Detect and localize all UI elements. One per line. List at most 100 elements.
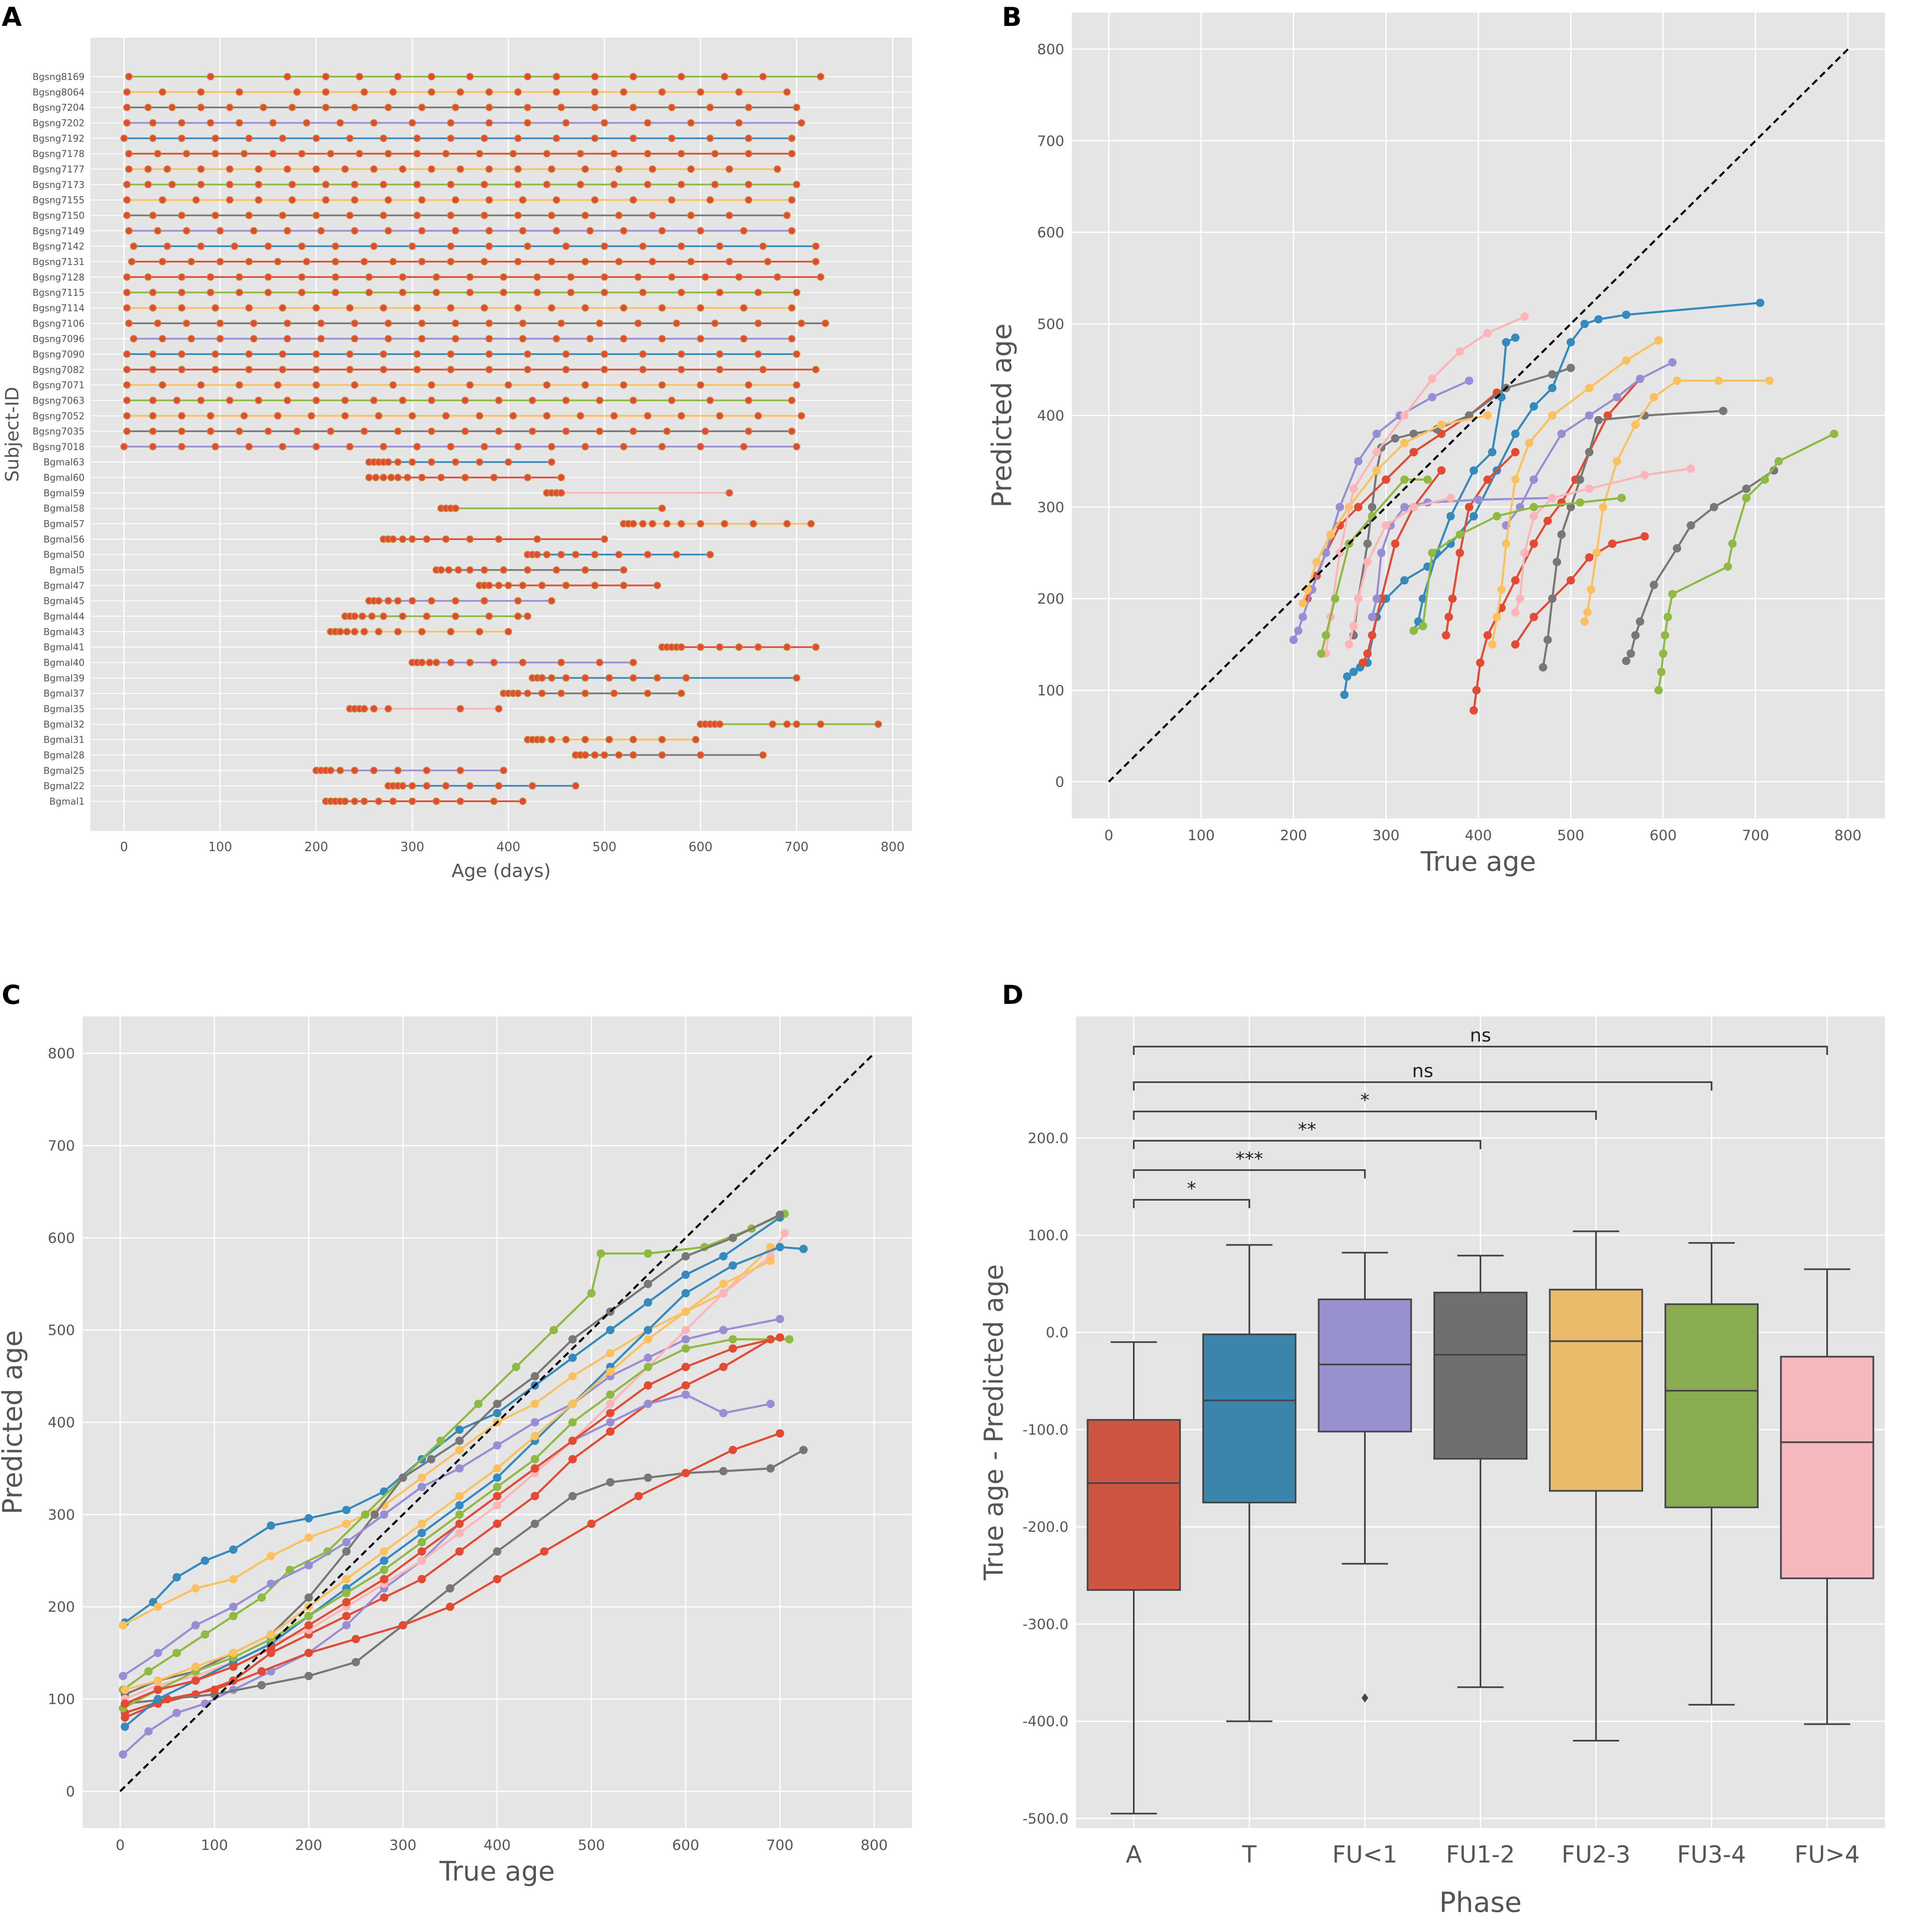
visit-point bbox=[408, 412, 416, 420]
x-tick-label: 100 bbox=[201, 1837, 228, 1854]
series-point bbox=[1359, 659, 1367, 667]
visit-point bbox=[149, 427, 157, 435]
visit-point bbox=[514, 257, 522, 265]
visit-point bbox=[476, 412, 484, 420]
series-point bbox=[493, 1464, 502, 1473]
visit-point bbox=[379, 365, 387, 373]
series-point bbox=[1663, 612, 1672, 621]
y-tick-label: Bgsng7106 bbox=[33, 319, 85, 329]
series-point bbox=[1298, 612, 1307, 621]
significance-label: * bbox=[1360, 1090, 1370, 1111]
visit-point bbox=[255, 396, 263, 404]
visit-point bbox=[485, 196, 493, 204]
visit-point bbox=[379, 134, 387, 142]
visit-point bbox=[125, 227, 133, 235]
visit-point bbox=[379, 473, 387, 481]
visit-point bbox=[817, 720, 824, 728]
visit-point bbox=[668, 103, 676, 111]
visit-point bbox=[687, 257, 695, 265]
visit-point bbox=[639, 520, 647, 528]
visit-point bbox=[123, 350, 131, 358]
series-point bbox=[380, 1510, 389, 1519]
series-point bbox=[493, 1575, 502, 1584]
visit-point bbox=[706, 103, 714, 111]
series-point bbox=[644, 1279, 652, 1288]
series-point bbox=[172, 1573, 181, 1582]
visit-point bbox=[447, 304, 455, 312]
y-tick-label: 800 bbox=[48, 1045, 75, 1062]
visit-point bbox=[245, 350, 253, 358]
visit-point bbox=[754, 350, 762, 358]
series-point bbox=[493, 1409, 502, 1417]
y-axis-label: True age - Predicted age bbox=[978, 1264, 1009, 1581]
visit-point bbox=[668, 134, 676, 142]
visit-point bbox=[413, 180, 421, 188]
x-tick-label: 400 bbox=[497, 840, 520, 854]
y-tick-label: Bgsng7149 bbox=[33, 226, 85, 237]
series-point bbox=[1372, 466, 1381, 475]
y-tick-label: Bgmal57 bbox=[44, 519, 85, 530]
visit-point bbox=[250, 227, 258, 235]
y-tick-label: 200.0 bbox=[1028, 1130, 1068, 1147]
visit-point bbox=[379, 211, 387, 219]
visit-point bbox=[519, 335, 527, 343]
visit-point bbox=[211, 134, 219, 142]
series-point bbox=[229, 1612, 238, 1621]
series-point bbox=[1368, 503, 1377, 512]
series-point bbox=[1400, 475, 1409, 484]
visit-point bbox=[499, 288, 507, 296]
x-tick-label: 600 bbox=[672, 1837, 699, 1854]
visit-point bbox=[524, 119, 532, 127]
box bbox=[1664, 1303, 1759, 1508]
visit-point bbox=[159, 196, 167, 204]
series-point bbox=[1354, 594, 1363, 603]
visit-point bbox=[178, 442, 185, 450]
visit-point bbox=[235, 88, 243, 96]
visit-point bbox=[759, 365, 767, 373]
visit-point bbox=[461, 427, 469, 435]
visit-point bbox=[216, 257, 224, 265]
visit-point bbox=[351, 797, 359, 805]
visit-point bbox=[524, 365, 532, 373]
visit-point bbox=[677, 150, 685, 158]
visit-point bbox=[572, 551, 579, 558]
visit-point bbox=[505, 458, 512, 466]
visit-point bbox=[298, 288, 306, 296]
x-tick-label: 700 bbox=[766, 1837, 793, 1854]
series-point bbox=[1622, 310, 1631, 319]
visit-point bbox=[672, 551, 680, 558]
visit-point bbox=[629, 134, 637, 142]
visit-point bbox=[123, 103, 131, 111]
panel-c-prediction-chart: 0 100 200 300 400 500 600 700 800 0 100 200 300 400 50… bbox=[0, 1016, 912, 1887]
series-point bbox=[530, 1492, 539, 1500]
series-line bbox=[122, 1338, 790, 1709]
visit-point bbox=[389, 88, 397, 96]
significance-label: ** bbox=[1298, 1119, 1316, 1140]
visit-point bbox=[274, 257, 282, 265]
y-tick-label: -500.0 bbox=[1022, 1811, 1068, 1827]
visit-point bbox=[343, 628, 351, 635]
visit-point bbox=[740, 335, 748, 343]
visit-point bbox=[697, 442, 705, 450]
series-point bbox=[719, 1409, 728, 1417]
visit-point bbox=[697, 381, 705, 389]
visit-point bbox=[773, 273, 781, 281]
significance-label: * bbox=[1187, 1178, 1196, 1199]
visit-point bbox=[610, 150, 618, 158]
visit-point bbox=[231, 242, 239, 250]
visit-point bbox=[485, 350, 493, 358]
visit-point bbox=[519, 581, 527, 589]
visit-point bbox=[716, 412, 724, 420]
visit-point bbox=[365, 288, 373, 296]
visit-point bbox=[384, 319, 392, 327]
y-tick-label: Bgsng7178 bbox=[33, 149, 85, 159]
visit-point bbox=[586, 335, 594, 343]
y-tick-label: -300.0 bbox=[1022, 1616, 1068, 1633]
series-point bbox=[304, 1514, 313, 1523]
visit-point bbox=[620, 442, 628, 450]
visit-point bbox=[744, 134, 752, 142]
series-point bbox=[775, 1210, 784, 1219]
visit-point bbox=[480, 211, 488, 219]
visit-point bbox=[312, 165, 320, 173]
